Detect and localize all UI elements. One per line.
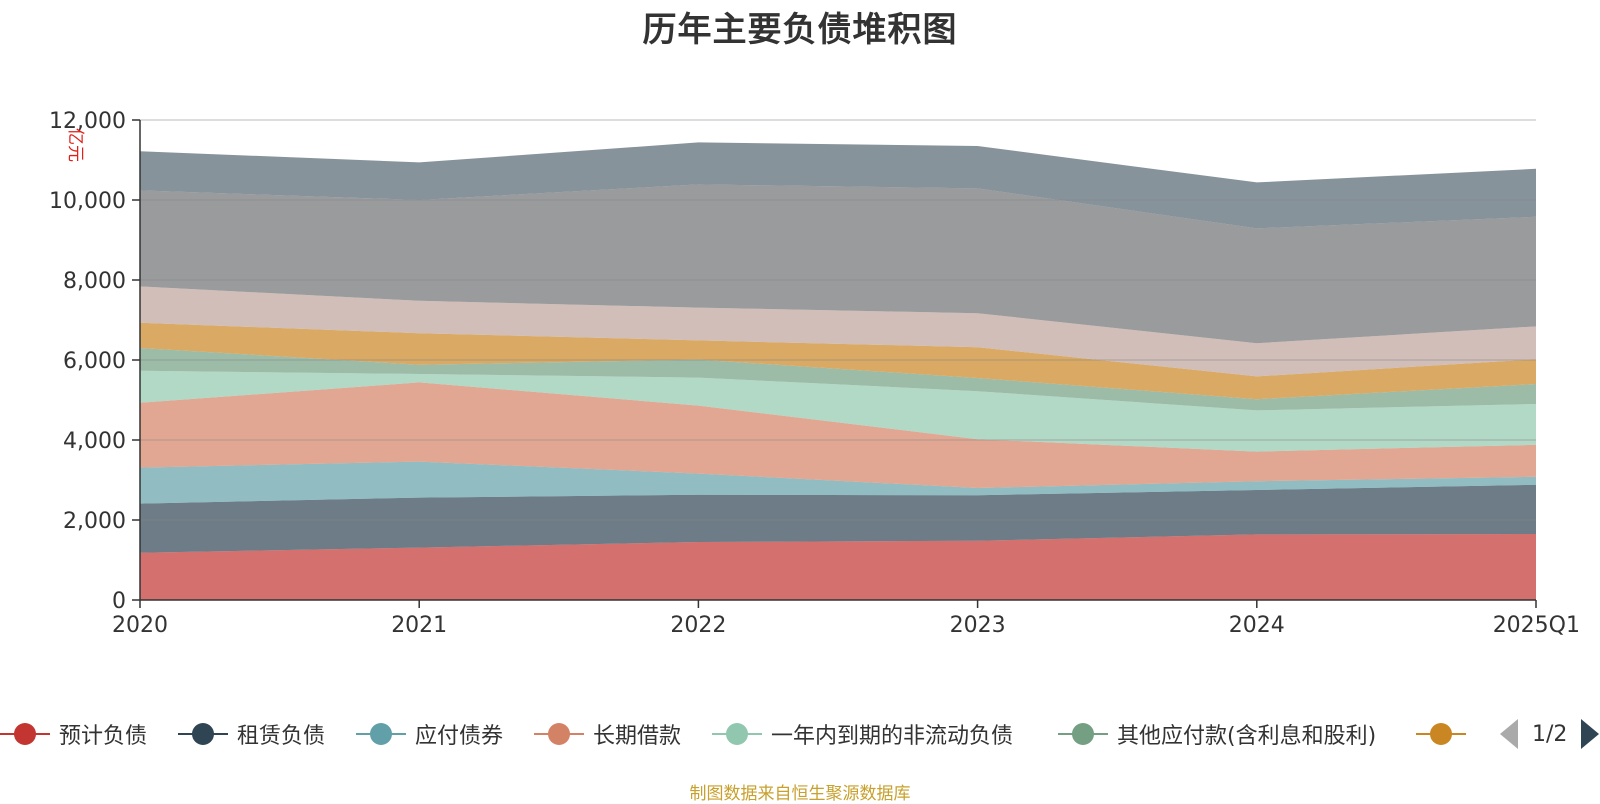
series-areas — [140, 142, 1536, 600]
x-tick-label: 2025Q1 — [1493, 613, 1580, 638]
y-tick-label: 8,000 — [63, 269, 126, 294]
stacked-area-chart: 0 2,000 4,000 6,000 8,000 10,000 12,000 2020 202… — [49, 109, 1580, 638]
x-tick-label: 2020 — [112, 613, 168, 638]
legend-marker-icon — [1416, 720, 1466, 748]
legend-marker-icon — [0, 720, 50, 748]
legend: 预计负债 租赁负债 应付债券 长期借款 一年内到期的非流动负债 其他应付款(含利息和股利)… — [0, 718, 1470, 754]
legend-item[interactable]: 预计负债 — [0, 718, 147, 750]
y-tick-label: 2,000 — [63, 509, 126, 534]
legend-label: 一年内到期的非流动负债 — [771, 724, 1014, 749]
legend-next-icon[interactable] — [1581, 719, 1600, 749]
data-source-note: 制图数据来自恒生聚源数据库 — [689, 784, 911, 804]
y-tick-label: 6,000 — [63, 349, 126, 374]
legend-marker-icon — [1058, 720, 1108, 748]
area-series-9 — [140, 142, 1536, 229]
area-series-5 — [140, 348, 1536, 411]
legend-item[interactable]: 应付债券 — [356, 718, 503, 750]
legend-prev-icon[interactable] — [1500, 719, 1518, 749]
x-tick-label: 2022 — [670, 613, 726, 638]
legend-item[interactable]: 一年内到期的非流动负债 — [712, 718, 1013, 750]
area-series-7 — [140, 286, 1536, 377]
x-tick-label: 2024 — [1229, 613, 1285, 638]
area-series-8 — [140, 184, 1536, 344]
legend-label: 长期借款 — [593, 724, 682, 749]
area-series-4 — [140, 370, 1536, 452]
legend-marker-icon — [534, 720, 584, 748]
legend-label: 预计负债 — [59, 724, 148, 749]
area-series-1 — [140, 484, 1536, 553]
legend-item[interactable]: 长期借款 — [534, 718, 681, 750]
y-tick-label: 4,000 — [63, 429, 126, 454]
legend-label: 应付债券 — [415, 724, 504, 749]
legend-label: 其他应付款(含利息和股利) — [1117, 724, 1377, 749]
y-tick-label: 0 — [112, 589, 126, 614]
legend-item[interactable]: 其他应付款(含利息和股利) — [1058, 718, 1376, 750]
area-series-3 — [140, 382, 1536, 488]
chart-title: 历年主要负债堆积图 — [642, 10, 958, 50]
y-axis-unit: 亿元 — [65, 128, 85, 162]
area-series-0 — [140, 534, 1536, 600]
y-tick-label: 12,000 — [49, 109, 126, 134]
axes: 0 2,000 4,000 6,000 8,000 10,000 12,000 2020 202… — [49, 109, 1580, 638]
x-tick-label: 2023 — [950, 613, 1006, 638]
grid-lines — [140, 119, 1536, 521]
legend-marker-icon — [356, 720, 406, 748]
legend-marker-icon — [712, 720, 762, 748]
area-series-2 — [140, 461, 1536, 504]
area-series-6 — [140, 322, 1536, 400]
legend-page-label: 1/2 — [1532, 721, 1568, 747]
y-tick-label: 10,000 — [49, 189, 126, 214]
legend-item[interactable]: 应付账款 — [1416, 718, 1470, 750]
legend-item[interactable]: 租赁负债 — [178, 718, 325, 750]
legend-label: 租赁负债 — [237, 724, 326, 749]
legend-pager: 1/2 — [1500, 716, 1600, 752]
x-tick-label: 2021 — [391, 613, 447, 638]
legend-marker-icon — [178, 720, 228, 748]
